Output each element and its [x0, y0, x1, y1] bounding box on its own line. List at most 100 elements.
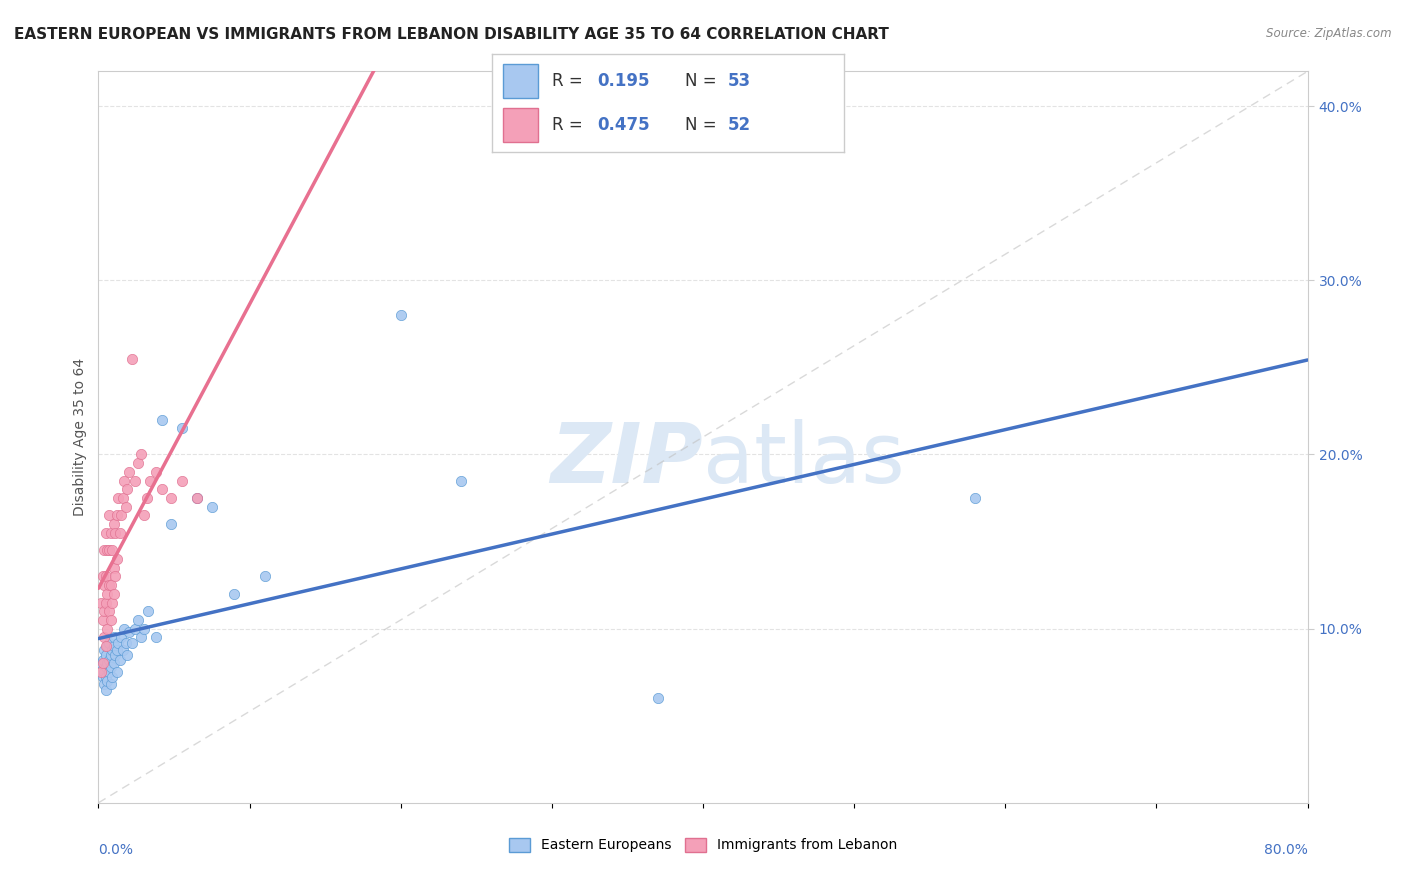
Point: [105, 552, 128, 566]
Point: [98, 653, 121, 667]
Point: [110, 508, 132, 523]
Point: [124, 622, 146, 636]
Text: 0.475: 0.475: [598, 116, 650, 134]
Point: [110, 631, 132, 645]
Point: [98, 578, 121, 592]
Legend: Eastern Europeans, Immigrants from Lebanon: Eastern Europeans, Immigrants from Leban…: [503, 832, 903, 858]
Point: [100, 578, 122, 592]
Point: [224, 587, 246, 601]
Point: [160, 517, 183, 532]
Point: [91, 613, 114, 627]
Point: [93, 665, 115, 680]
Point: [111, 491, 134, 505]
Point: [118, 625, 141, 640]
Point: [90, 665, 112, 680]
Point: [94, 595, 117, 609]
Point: [124, 474, 146, 488]
Point: [105, 665, 128, 680]
Point: [101, 670, 124, 684]
Point: [127, 456, 149, 470]
Text: ZIP: ZIP: [550, 418, 703, 500]
Point: [114, 500, 136, 514]
Point: [450, 474, 472, 488]
Point: [105, 642, 128, 657]
Point: [139, 474, 162, 488]
Point: [129, 448, 152, 462]
Point: [136, 604, 159, 618]
Text: 53: 53: [728, 72, 751, 90]
Point: [101, 642, 124, 657]
Point: [121, 351, 143, 366]
Text: 0.0%: 0.0%: [98, 843, 134, 857]
Text: EASTERN EUROPEAN VS IMMIGRANTS FROM LEBANON DISABILITY AGE 35 TO 64 CORRELATION : EASTERN EUROPEAN VS IMMIGRANTS FROM LEBA…: [14, 27, 889, 42]
Point: [103, 631, 125, 645]
Point: [91, 653, 114, 667]
Point: [94, 670, 117, 684]
Point: [129, 631, 152, 645]
Point: [114, 635, 136, 649]
Point: [108, 525, 131, 540]
Text: 80.0%: 80.0%: [1264, 843, 1308, 857]
Point: [90, 657, 112, 671]
Point: [94, 569, 117, 583]
Text: Source: ZipAtlas.com: Source: ZipAtlas.com: [1267, 27, 1392, 40]
Point: [100, 525, 122, 540]
Point: [94, 525, 117, 540]
Point: [94, 648, 117, 662]
Point: [98, 635, 121, 649]
Point: [150, 412, 173, 426]
Y-axis label: Disability Age 35 to 64: Disability Age 35 to 64: [73, 358, 87, 516]
Point: [112, 622, 135, 636]
Point: [91, 670, 114, 684]
Point: [100, 660, 122, 674]
Point: [91, 657, 114, 671]
Point: [115, 648, 138, 662]
Point: [186, 491, 208, 505]
Point: [94, 682, 117, 697]
Point: [93, 631, 115, 645]
Point: [103, 587, 125, 601]
Point: [96, 622, 118, 636]
Point: [135, 491, 157, 505]
Text: N =: N =: [686, 72, 723, 90]
Point: [389, 308, 412, 322]
Text: N =: N =: [686, 116, 723, 134]
Point: [253, 569, 276, 583]
Point: [94, 639, 117, 653]
Point: [96, 587, 118, 601]
Point: [103, 517, 125, 532]
Point: [170, 474, 193, 488]
Point: [98, 665, 121, 680]
Bar: [503, 64, 537, 98]
Point: [118, 465, 141, 479]
Point: [127, 613, 149, 627]
Point: [107, 491, 129, 505]
Text: 0.195: 0.195: [598, 72, 650, 90]
Point: [98, 508, 121, 523]
Bar: [503, 109, 537, 142]
Point: [121, 635, 143, 649]
Text: R =: R =: [551, 72, 588, 90]
Point: [101, 543, 124, 558]
Point: [98, 543, 121, 558]
Point: [96, 673, 118, 688]
Point: [104, 569, 127, 583]
Point: [93, 543, 115, 558]
Point: [94, 660, 117, 674]
Point: [93, 642, 115, 657]
Point: [100, 677, 122, 691]
Point: [93, 578, 115, 592]
Point: [201, 500, 224, 514]
Point: [115, 483, 138, 497]
Point: [103, 639, 125, 653]
Point: [150, 483, 173, 497]
Point: [100, 613, 122, 627]
Text: atlas: atlas: [703, 418, 904, 500]
Point: [965, 491, 987, 505]
Point: [93, 604, 115, 618]
Point: [96, 543, 118, 558]
Point: [647, 691, 669, 706]
Point: [96, 657, 118, 671]
Point: [91, 569, 114, 583]
Point: [103, 657, 125, 671]
